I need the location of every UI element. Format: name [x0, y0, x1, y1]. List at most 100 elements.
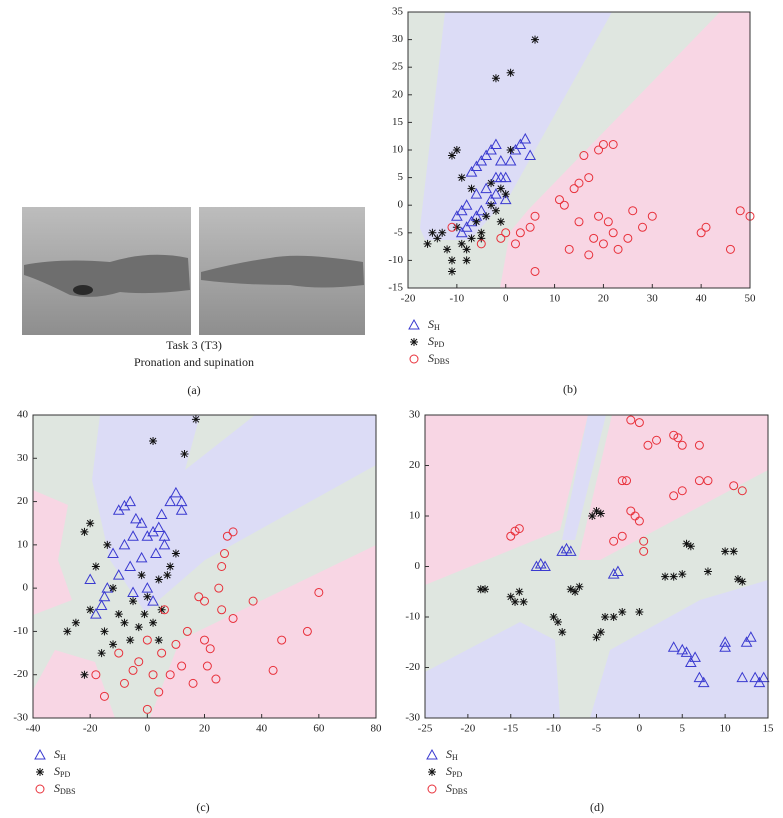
triangle-marker	[499, 171, 512, 183]
triangle-marker	[112, 569, 125, 580]
star-marker	[669, 572, 678, 581]
star-marker	[100, 627, 109, 636]
circle-marker	[677, 486, 687, 496]
star-marker	[80, 670, 89, 679]
star-marker	[596, 509, 605, 518]
star-marker	[682, 539, 691, 548]
star-marker	[487, 179, 496, 188]
triangle-marker	[34, 748, 46, 760]
star-marker	[596, 628, 605, 637]
circle-marker	[608, 228, 618, 238]
circle-marker	[609, 536, 619, 546]
circle-marker	[194, 592, 204, 602]
star-marker	[452, 223, 461, 232]
circle-marker	[559, 200, 569, 210]
region	[33, 650, 115, 718]
circle-marker	[119, 678, 129, 688]
triangle-marker	[719, 636, 731, 647]
x-tick-label: -15	[503, 723, 518, 735]
star-marker	[487, 201, 496, 210]
triangle-marker	[757, 671, 770, 683]
triangle-marker	[175, 504, 188, 515]
star-marker	[103, 540, 112, 549]
star-marker	[137, 571, 146, 580]
triangle-marker	[534, 557, 547, 569]
star-marker	[443, 245, 452, 254]
circle-marker	[617, 476, 627, 486]
circle-marker	[427, 784, 437, 794]
circle-marker	[177, 661, 187, 671]
circle-marker	[530, 266, 540, 276]
circle-marker	[447, 222, 457, 232]
region	[92, 415, 376, 612]
triangle-marker	[84, 573, 97, 584]
circle-marker	[622, 476, 632, 486]
star-marker	[618, 607, 627, 616]
photo-panel: Task 3 (T3) Pronation and supination (a)	[22, 207, 365, 397]
star-marker	[410, 338, 418, 346]
star-marker	[531, 35, 540, 44]
circle-marker	[496, 233, 506, 243]
triangle-marker	[460, 221, 473, 232]
star-marker	[36, 768, 44, 776]
triangle-marker	[95, 599, 108, 610]
star-marker	[519, 597, 528, 606]
star-marker	[447, 267, 456, 276]
triangle-marker	[564, 545, 577, 556]
circle-marker	[188, 678, 198, 688]
triangle-marker	[485, 143, 497, 155]
circle-marker	[217, 562, 227, 571]
circle-marker	[220, 549, 230, 559]
star-marker	[462, 256, 471, 265]
y-tick-label: 0	[415, 560, 421, 572]
x-tick-label: 0	[503, 293, 509, 305]
star-marker	[423, 239, 432, 248]
circle-marker	[569, 184, 579, 194]
circle-marker	[652, 435, 662, 445]
triangle-marker	[124, 495, 137, 507]
triangle-marker	[124, 560, 137, 571]
triangle-marker	[465, 166, 478, 177]
star-marker	[609, 613, 618, 621]
triangle-marker	[90, 608, 102, 619]
y-tick-label: -10	[405, 611, 420, 623]
x-tick-label: 5	[680, 723, 686, 735]
y-tick-label: 35	[392, 6, 404, 18]
triangle-marker	[470, 188, 483, 199]
y-tick-label: -15	[388, 282, 403, 294]
triangle-marker	[426, 748, 438, 760]
triangle-marker	[141, 582, 154, 593]
circle-marker	[725, 244, 735, 254]
triangle-marker	[494, 155, 507, 166]
x-tick-label: 20	[598, 293, 610, 305]
y-tick-label: 20	[392, 88, 404, 100]
x-tick-label: -20	[83, 723, 98, 735]
legend-label: SDBS	[446, 781, 468, 796]
star-marker	[506, 68, 515, 77]
x-tick-label: 10	[720, 723, 732, 735]
y-tick-label: -20	[13, 668, 28, 680]
circle-marker	[277, 635, 287, 645]
star-marker	[71, 618, 80, 627]
star-marker	[477, 228, 486, 237]
star-marker	[491, 206, 500, 215]
circle-marker	[696, 228, 706, 238]
regions-b	[408, 12, 750, 288]
triangle-marker	[667, 641, 680, 652]
triangle-marker	[612, 565, 624, 577]
x-tick-label: 60	[313, 723, 325, 735]
star-marker	[86, 605, 95, 614]
circle-marker	[623, 233, 633, 243]
star-marker	[428, 228, 437, 237]
star-marker	[482, 212, 491, 221]
x-tick-label: 40	[256, 723, 268, 735]
circle-marker	[214, 583, 224, 593]
circle-marker	[638, 222, 648, 232]
circle-marker	[228, 613, 238, 623]
triangle-marker	[539, 560, 551, 571]
triangle-marker	[455, 226, 468, 238]
triangle-marker	[455, 204, 468, 216]
triangle-marker	[480, 149, 493, 161]
legend-label: SDBS	[428, 351, 450, 366]
circle-marker	[200, 635, 209, 645]
